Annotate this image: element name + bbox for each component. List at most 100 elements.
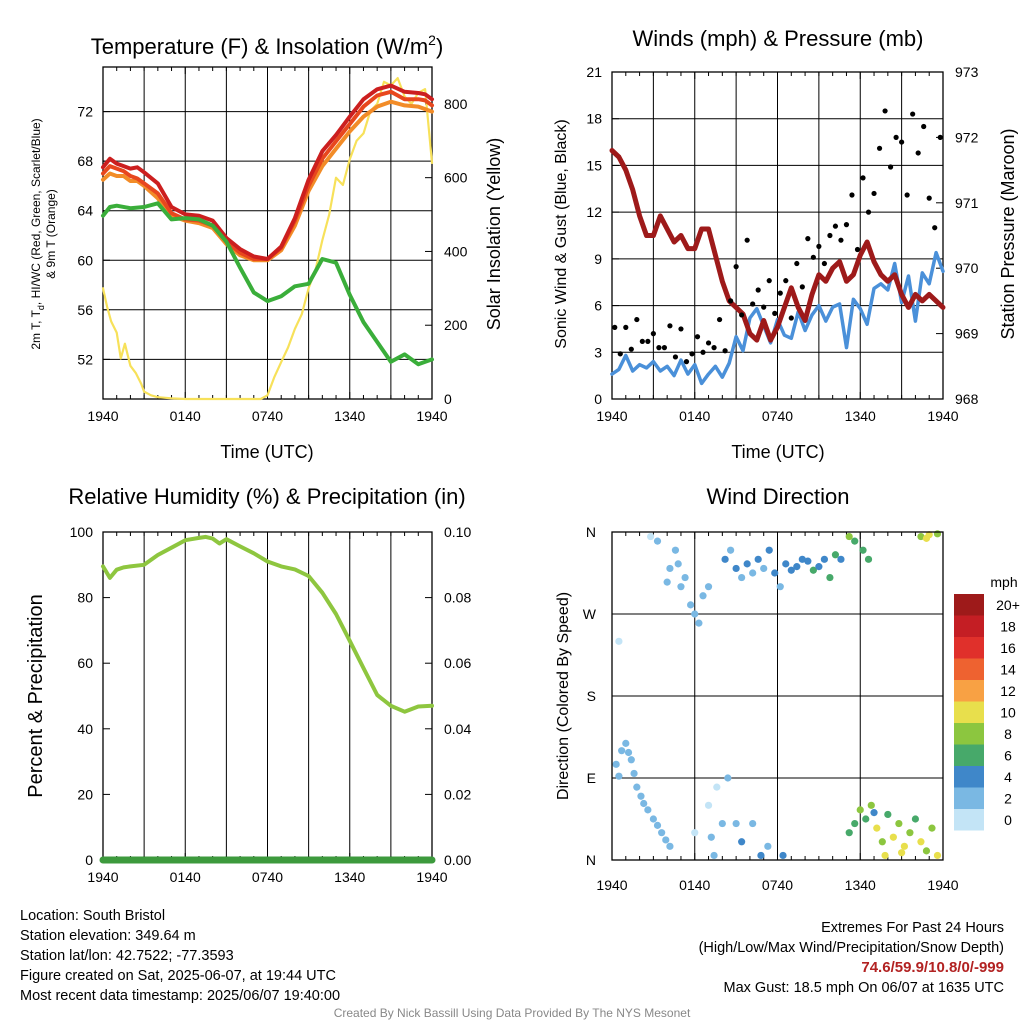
wind-y-left-tick-label: 12	[586, 204, 602, 220]
direction-point	[895, 819, 903, 828]
speed-legend-label: 14	[1000, 662, 1016, 678]
wind-x-tick-label: 1940	[596, 408, 627, 424]
gust-point	[623, 324, 629, 330]
gust-point	[689, 351, 695, 357]
gust-point	[816, 243, 822, 249]
direction-point	[856, 806, 864, 814]
figure-created: Figure created on Sat, 2025-06-07, at 19…	[20, 968, 336, 984]
direction-point	[671, 546, 680, 554]
direction-point	[674, 560, 682, 568]
gust-point	[634, 316, 640, 323]
direction-point	[677, 583, 685, 591]
direction-point	[749, 819, 757, 828]
direction-y-tick-label: E	[587, 770, 596, 786]
direction-grid	[612, 532, 943, 860]
speed-legend-swatch	[954, 637, 984, 659]
temperature-series-temperature	[101, 83, 434, 261]
humidity-y-right-tick-label: 0.08	[444, 590, 471, 606]
temperature-y-right-tick-label: 600	[444, 170, 468, 186]
direction-y-tick-label: N	[586, 524, 596, 540]
station-latlon: Station lat/lon: 42.7522; -77.3593	[20, 948, 234, 964]
humidity-y-right-tick-label: 0.00	[444, 852, 471, 868]
direction-point	[793, 563, 801, 571]
gust-point	[612, 324, 618, 330]
gust-point	[783, 278, 789, 284]
temperature-xlabel: Time (UTC)	[220, 442, 313, 462]
gust-point	[628, 346, 634, 352]
direction-x-tick-label: 1940	[596, 877, 627, 893]
direction-point	[666, 564, 674, 573]
gust-point	[893, 134, 899, 140]
direction-point	[754, 555, 762, 563]
direction-point	[798, 555, 806, 563]
temperature-ylabel-right: Solar Insolation (Yellow)	[484, 138, 504, 330]
humidity-y-left-tick-label: 40	[77, 721, 93, 737]
direction-point	[732, 564, 740, 573]
temperature-x-tick-label: 1940	[416, 408, 447, 424]
direction-point	[743, 560, 751, 568]
direction-point	[859, 546, 867, 554]
speed-legend-swatch	[954, 680, 984, 702]
wind-y-right-tick-label: 968	[955, 391, 979, 407]
humidity-y-right-tick-label: 0.04	[444, 721, 471, 737]
wind-panel: 1940 0140 0740 1340 194003691215182196896997…	[586, 64, 978, 424]
speed-legend-swatch	[954, 809, 984, 831]
direction-point	[612, 760, 620, 768]
gust-point	[739, 312, 745, 318]
gust-point	[766, 278, 772, 284]
wind-ylabel-left: Sonic Wind & Gust (Blue, Black)	[553, 119, 570, 348]
gust-point	[650, 331, 656, 337]
gust-point	[716, 316, 723, 323]
direction-point	[663, 578, 671, 586]
speed-legend-swatch	[954, 723, 984, 745]
gust-point	[639, 338, 645, 344]
direction-point	[757, 851, 765, 860]
direction-point	[649, 815, 657, 823]
temperature-y-right-tick-label: 0	[444, 391, 452, 407]
direction-point	[862, 815, 870, 823]
direction-point	[644, 806, 652, 814]
recent-data-timestamp: Most recent data timestamp: 2025/06/07 1…	[20, 988, 341, 1004]
wind-title: Winds (mph) & Pressure (mb)	[633, 26, 924, 51]
temperature-y-left-tick-label: 52	[77, 351, 93, 367]
direction-point	[681, 573, 689, 582]
speed-legend-label: 18	[1000, 619, 1016, 635]
direction-point	[615, 772, 623, 780]
direction-point	[749, 569, 757, 577]
humidity-title: Relative Humidity (%) & Precipitation (i…	[68, 484, 465, 509]
direction-point	[867, 801, 875, 809]
speed-color-legend: mph 20+ 18 16 14 12 10 8 6 4 2 0	[954, 574, 1020, 831]
gust-point	[843, 222, 850, 228]
temperature-ylabel-left-2: & 9m T (Orange)	[44, 189, 58, 279]
station-location: Location: South Bristol	[20, 908, 166, 924]
temperature-x-tick-label: 0140	[170, 408, 201, 424]
gust-point	[932, 225, 938, 231]
extremes-title: Extremes For Past 24 Hours	[821, 920, 1004, 936]
direction-x-tick-label: 0740	[762, 877, 793, 893]
gust-point	[926, 195, 932, 201]
direction-point	[782, 560, 790, 568]
direction-point	[837, 555, 845, 563]
temperature-x-tick-label: 0740	[252, 408, 283, 424]
direction-point	[831, 551, 840, 559]
wind-y-right-tick-label: 970	[955, 260, 979, 276]
gust-point	[805, 236, 811, 242]
speed-legend-label: 8	[1004, 726, 1012, 742]
direction-point	[691, 610, 699, 618]
direction-point	[707, 833, 715, 841]
wind-y-right-tick-label: 973	[955, 64, 979, 80]
gust-point	[832, 223, 839, 229]
temperature-ylabel-left: 2m T, Td, HI/WC (Red, Green, Scarlet/Blu…	[29, 118, 46, 349]
direction-point	[809, 566, 817, 574]
direction-point	[718, 819, 726, 828]
station-elevation: Station elevation: 349.64 m	[20, 928, 196, 944]
speed-legend-swatch	[954, 766, 984, 788]
gust-point	[755, 287, 761, 293]
direction-point	[815, 563, 823, 571]
humidity-y-right-tick-label: 0.10	[444, 524, 471, 540]
direction-point	[922, 847, 931, 855]
direction-point	[633, 783, 641, 791]
wind-y-right-tick-label: 971	[955, 195, 979, 211]
temperature-y-left-tick-label: 64	[77, 203, 93, 219]
direction-point	[653, 537, 662, 545]
